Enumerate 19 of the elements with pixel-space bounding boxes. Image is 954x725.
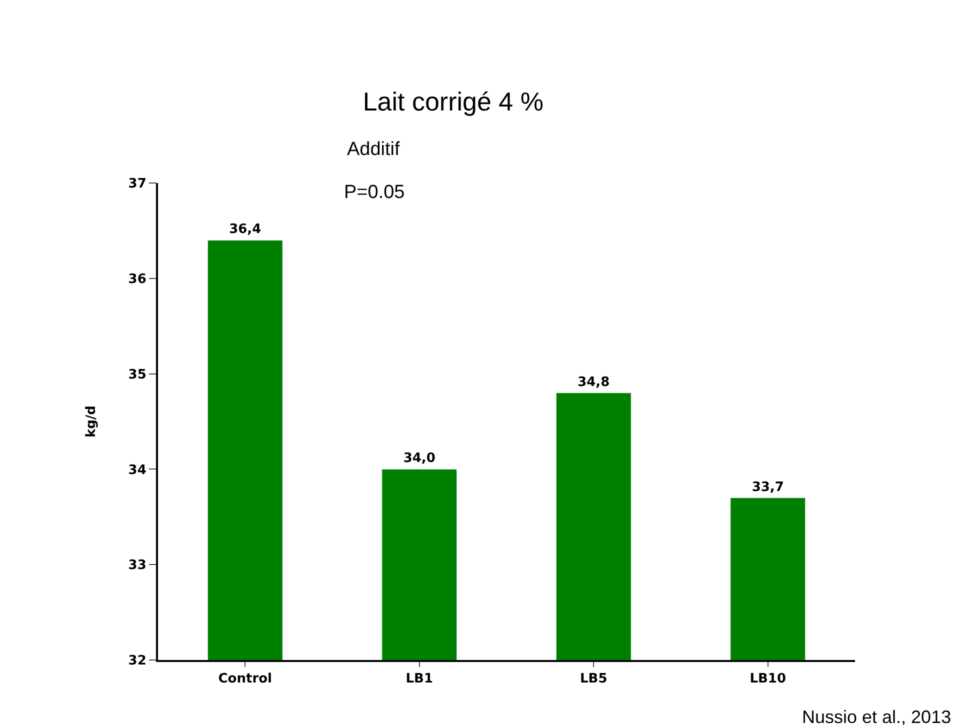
data-label: 33,7 [752,480,784,495]
y-tick-label: 36 [128,272,146,287]
x-tick-label: LB1 [406,672,434,687]
x-tick-label: LB5 [580,672,608,687]
annotation: P=0.05 [344,182,405,203]
y-axis-title: kg/d [84,405,99,438]
y-tick-label: 34 [128,462,146,478]
y-tick-label: 37 [128,176,146,192]
text: Additif [347,139,401,160]
data-label: 36,4 [229,222,262,238]
y-tick-label: 32 [128,654,146,669]
y-tick-label: 35 [128,367,146,382]
y-tick-label: 33 [128,558,146,574]
data-label: 34,0 [403,451,436,466]
chart-title: Lait corrigé 4 % [362,86,544,117]
data-label: 34,8 [578,374,610,390]
text: Nussio et al., 2013 [802,707,952,725]
x-tick-label: LB10 [750,672,786,687]
x-tick-label: Control [218,672,272,687]
